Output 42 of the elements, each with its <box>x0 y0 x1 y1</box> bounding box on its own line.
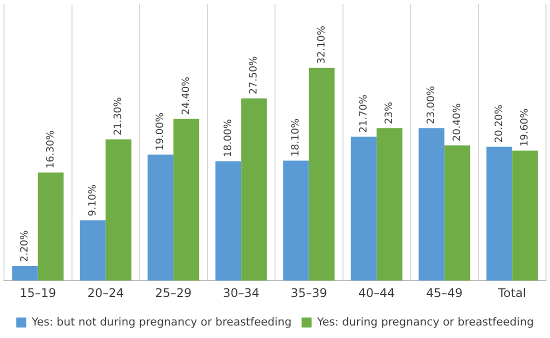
data-label: 19.00% <box>155 112 166 151</box>
bar <box>241 98 267 281</box>
x-tick-label: 35–39 <box>290 286 328 300</box>
bar <box>308 68 335 281</box>
x-tick-label: 45–49 <box>426 286 463 300</box>
bar <box>444 145 470 281</box>
x-tick-label: 25–29 <box>155 286 192 300</box>
data-label: 18.10% <box>290 118 302 157</box>
bar <box>512 150 538 281</box>
data-label: 23% <box>384 102 396 124</box>
x-tick-label: 40–44 <box>358 286 395 300</box>
legend-label: Yes: during pregnancy or breastfeeding <box>316 315 534 328</box>
data-label: 20.20% <box>494 104 505 143</box>
x-tick-label: 20–24 <box>87 286 124 300</box>
bar <box>283 160 309 281</box>
data-label: 24.40% <box>180 76 192 115</box>
bar <box>148 154 174 281</box>
bar <box>215 161 242 281</box>
data-label: 21.70% <box>358 94 370 133</box>
data-label: 32.10% <box>316 26 328 64</box>
bar <box>350 136 377 281</box>
bar <box>38 172 64 281</box>
data-label: 23.00% <box>426 86 438 124</box>
bar <box>486 146 512 281</box>
data-label: 27.50% <box>248 56 260 94</box>
data-label: 18.00% <box>222 119 234 158</box>
data-label: 2.20% <box>20 230 31 262</box>
bar <box>12 266 38 281</box>
x-tick-label: 30–34 <box>222 286 260 300</box>
bar <box>106 139 132 281</box>
data-label: 19.60% <box>520 108 531 147</box>
bar <box>80 220 106 281</box>
data-label: 16.30% <box>45 130 56 169</box>
bar <box>376 128 402 281</box>
x-tick-label: 15–19 <box>20 286 56 300</box>
data-label: 9.10% <box>87 184 98 216</box>
data-label: 20.40% <box>452 103 463 142</box>
legend-label: Yes: but not during pregnancy or breastfeeding <box>30 315 292 328</box>
x-tick-label: Total <box>497 286 526 300</box>
bar <box>418 128 444 281</box>
bar <box>173 118 200 281</box>
data-label: 21.30% <box>113 97 124 136</box>
